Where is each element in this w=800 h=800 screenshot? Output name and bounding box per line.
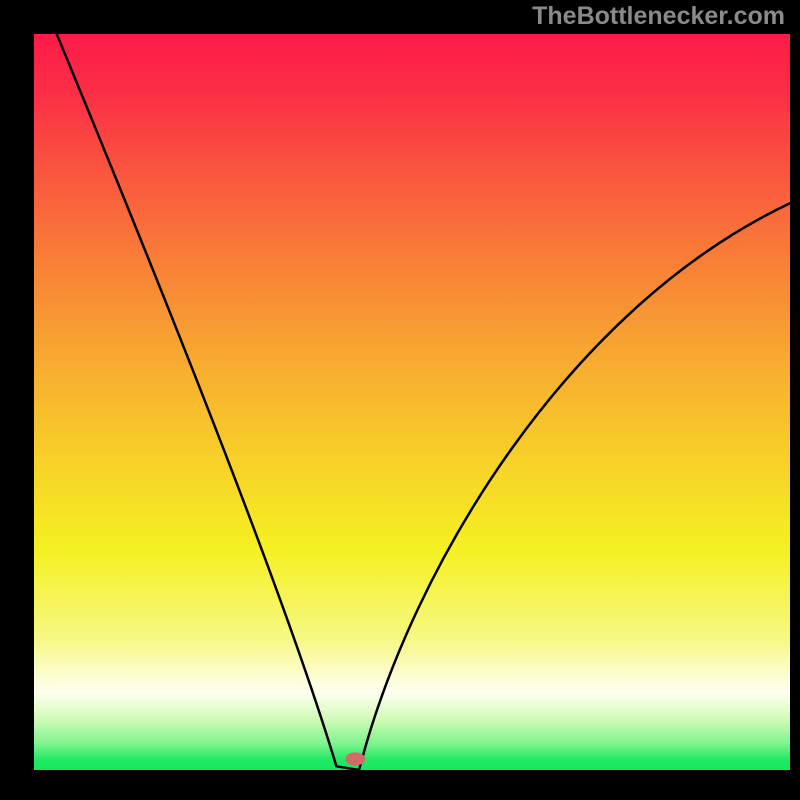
chart-background (34, 34, 790, 770)
chart-plot-area (34, 34, 790, 770)
chart-frame: TheBottlenecker.com (0, 0, 800, 800)
watermark-text: TheBottlenecker.com (532, 2, 785, 31)
minimum-marker (345, 752, 365, 765)
